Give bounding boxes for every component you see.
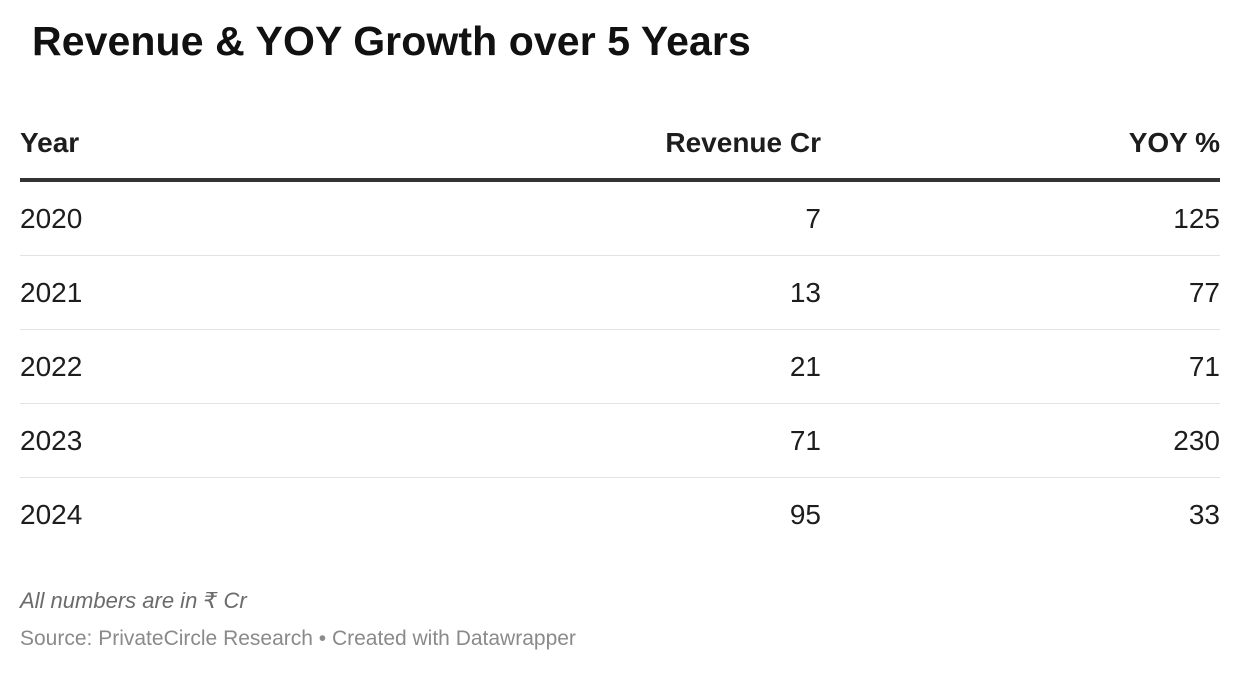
table-row: 2024 95 33 (20, 478, 1220, 552)
cell-revenue: 95 (789, 498, 821, 530)
cell-year: 2022 (20, 329, 220, 404)
cell-revenue: 13 (220, 255, 821, 330)
table-header: Year Revenue Cr YOY % (20, 108, 1220, 182)
data-table: Year Revenue Cr YOY % 2020 7 125 2021 13… (20, 108, 1220, 551)
header-row: Year Revenue Cr YOY % (20, 108, 1220, 182)
cell-revenue: 7 (220, 180, 821, 256)
cell-yoy: 71 (821, 329, 1220, 404)
cell-year: 2023 (20, 403, 220, 478)
data-table-container: Year Revenue Cr YOY % 2020 7 125 2021 13… (20, 108, 1220, 551)
cell-yoy: 125 (821, 180, 1220, 256)
cell-revenue: 21 (220, 329, 821, 404)
column-header-yoy[interactable]: YOY % (821, 108, 1220, 182)
cell-yoy: 77 (821, 255, 1220, 330)
chart-notes: All numbers are in ₹ Cr (20, 588, 247, 613)
table-row: 2020 7 125 (20, 180, 1220, 256)
cell-year: 2020 (20, 180, 220, 256)
cell-revenue: 71 (220, 403, 821, 478)
table-row: 2023 71 230 (20, 403, 1220, 478)
cell-year: 2024 (20, 498, 83, 530)
chart-title: Revenue & YOY Growth over 5 Years (32, 18, 751, 64)
table-row: 2021 13 77 (20, 255, 1220, 330)
table-row: 2022 21 71 (20, 329, 1220, 404)
cell-yoy: 230 (821, 403, 1220, 478)
column-header-year[interactable]: Year (20, 108, 220, 182)
column-header-revenue[interactable]: Revenue Cr (220, 108, 821, 182)
chart-source: Source: PrivateCircle Research • Created… (20, 627, 576, 650)
cell-year: 2021 (20, 255, 220, 330)
cell-yoy: 33 (1188, 498, 1220, 530)
table-body: 2020 7 125 2021 13 77 2022 21 71 2023 71… (20, 180, 1220, 551)
